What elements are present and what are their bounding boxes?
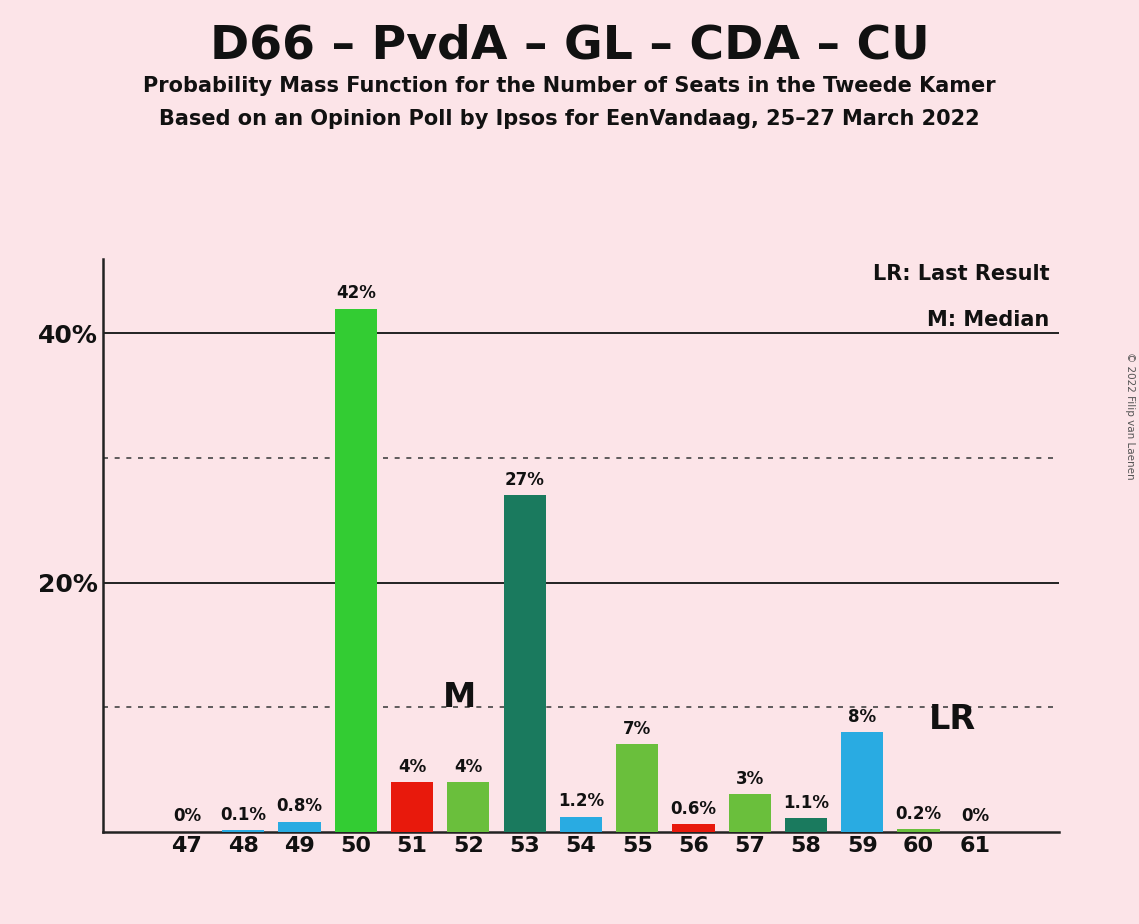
Text: Probability Mass Function for the Number of Seats in the Tweede Kamer: Probability Mass Function for the Number… bbox=[144, 76, 995, 96]
Bar bbox=[222, 831, 264, 832]
Text: 0.1%: 0.1% bbox=[220, 806, 267, 824]
Text: 1.1%: 1.1% bbox=[782, 794, 829, 811]
Text: 4%: 4% bbox=[398, 758, 426, 775]
Bar bbox=[616, 745, 658, 832]
Bar bbox=[335, 309, 377, 832]
Text: Based on an Opinion Poll by Ipsos for EenVandaag, 25–27 March 2022: Based on an Opinion Poll by Ipsos for Ee… bbox=[159, 109, 980, 129]
Bar bbox=[448, 782, 490, 832]
Bar bbox=[391, 782, 433, 832]
Text: 0.2%: 0.2% bbox=[895, 805, 942, 823]
Text: M: Median: M: Median bbox=[927, 310, 1050, 330]
Bar bbox=[278, 821, 320, 832]
Text: 0.6%: 0.6% bbox=[671, 800, 716, 818]
Text: LR: Last Result: LR: Last Result bbox=[874, 264, 1050, 285]
Bar bbox=[559, 817, 603, 832]
Bar bbox=[503, 495, 546, 832]
Text: LR: LR bbox=[928, 703, 976, 736]
Bar bbox=[842, 732, 884, 832]
Text: 3%: 3% bbox=[736, 770, 764, 788]
Text: 27%: 27% bbox=[505, 471, 544, 489]
Text: M: M bbox=[443, 681, 476, 713]
Text: 8%: 8% bbox=[849, 708, 876, 725]
Text: 1.2%: 1.2% bbox=[558, 793, 604, 810]
Text: © 2022 Filip van Laenen: © 2022 Filip van Laenen bbox=[1125, 352, 1134, 480]
Text: 0%: 0% bbox=[961, 808, 989, 825]
Text: 7%: 7% bbox=[623, 720, 652, 738]
Bar bbox=[729, 795, 771, 832]
Text: 0%: 0% bbox=[173, 808, 200, 825]
Text: D66 – PvdA – GL – CDA – CU: D66 – PvdA – GL – CDA – CU bbox=[210, 23, 929, 68]
Bar bbox=[785, 818, 827, 832]
Text: 0.8%: 0.8% bbox=[277, 797, 322, 815]
Text: 42%: 42% bbox=[336, 285, 376, 302]
Text: 4%: 4% bbox=[454, 758, 483, 775]
Bar bbox=[898, 829, 940, 832]
Bar bbox=[672, 824, 714, 832]
